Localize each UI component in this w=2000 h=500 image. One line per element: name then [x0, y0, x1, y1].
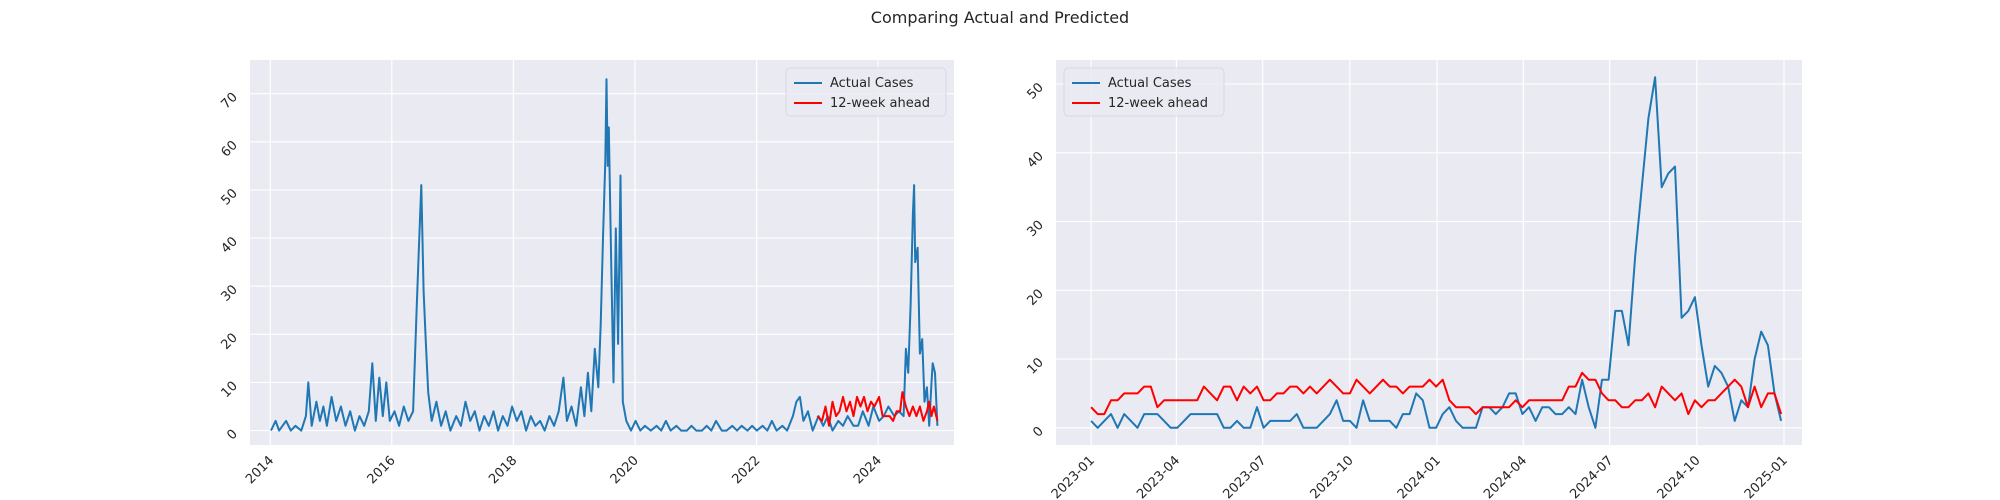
- y-tick-label: 10: [219, 379, 241, 401]
- x-tick-label: 2024-01: [1395, 453, 1444, 500]
- right-chart-panel: 0 10 20 30 40 50 2023-01 2023-04 2023-07 2023-10 2…: [1025, 60, 1802, 500]
- x-tick-label: 2024-04: [1481, 453, 1530, 500]
- x-tick-label: 2023-07: [1220, 453, 1269, 500]
- y-tick-label: 30: [219, 282, 241, 304]
- forecast-line: [816, 391, 939, 427]
- x-tick-label: 2024-07: [1567, 453, 1616, 500]
- legend-box: [785, 67, 947, 117]
- y-tick-label: 60: [219, 138, 241, 160]
- figure-title: Comparing Actual and Predicted: [870, 8, 1130, 27]
- x-tick-label: 2018: [486, 453, 520, 487]
- x-tick-label: 2020: [608, 453, 642, 487]
- x-tick-label: 2025-01: [1742, 453, 1791, 500]
- x-tick-label: 2024: [851, 453, 885, 487]
- y-tick-label: 40: [1025, 149, 1047, 171]
- legend-label: Actual Cases: [830, 76, 914, 91]
- legend-label: Actual Cases: [1108, 76, 1192, 91]
- x-tick-label: 2023-01: [1049, 453, 1098, 500]
- forecast-line: [1090, 371, 1783, 416]
- y-tick-label: 10: [1025, 355, 1047, 377]
- y-tick-label: 20: [1025, 287, 1047, 309]
- plot-background: [1056, 60, 1802, 445]
- y-tick-label: 50: [1025, 80, 1047, 102]
- x-tick-label: 2024-10: [1655, 453, 1704, 500]
- legend-label: 12-week ahead: [1108, 96, 1208, 111]
- actual-cases-line: [270, 78, 939, 432]
- left-chart-panel: 0 10 20 30 40 50 60 70 2014 2016 2018 2020 2022 2024 A…: [219, 60, 954, 487]
- y-tick-label: 0: [224, 427, 240, 443]
- y-tick-label: 50: [219, 186, 241, 208]
- y-tick-label: 0: [1030, 424, 1046, 440]
- x-tick-label: 2022: [729, 453, 763, 487]
- legend-box: [1063, 67, 1225, 117]
- y-tick-label: 70: [219, 90, 241, 112]
- legend-label: 12-week ahead: [830, 96, 930, 111]
- x-tick-label: 2016: [365, 453, 399, 487]
- x-tick-label: 2023-10: [1308, 453, 1357, 500]
- actual-cases-line: [1090, 76, 1783, 429]
- y-tick-label: 30: [1025, 218, 1047, 240]
- y-tick-label: 40: [219, 234, 241, 256]
- x-tick-label: 2023-04: [1134, 453, 1183, 500]
- y-tick-label: 20: [219, 331, 241, 353]
- x-tick-label: 2014: [243, 453, 277, 487]
